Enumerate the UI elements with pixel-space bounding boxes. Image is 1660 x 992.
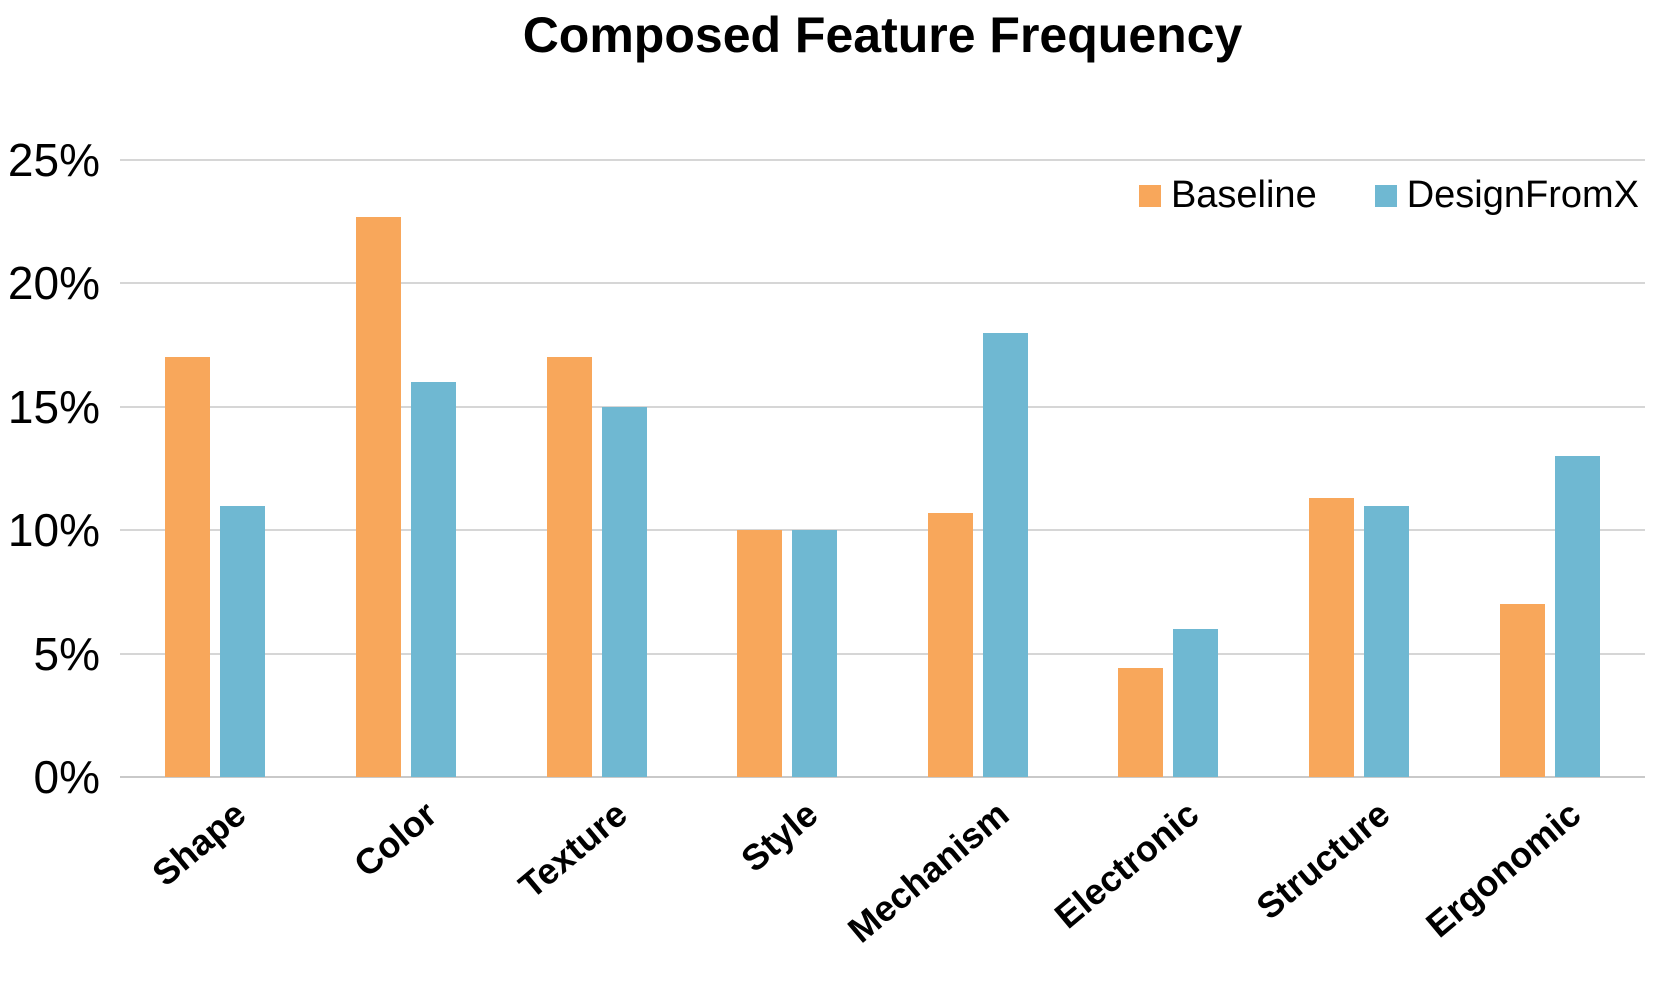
legend-label-designfromx: DesignFromX — [1406, 174, 1639, 216]
x-label-cell-electronic: Electronic — [1047, 779, 1264, 989]
bar-baseline-ergonomic — [1499, 604, 1545, 777]
bar-group-electronic — [1073, 160, 1264, 777]
bar-baseline-mechanism — [927, 512, 973, 777]
y-tick-label-0: 0% — [33, 751, 100, 803]
x-label-cell-ergonomic: Ergonomic — [1418, 779, 1645, 989]
bar-group-color — [311, 160, 502, 777]
x-axis-label-shape: Shape — [144, 793, 254, 894]
gridline-20 — [120, 282, 1645, 285]
x-axis-label-style: Style — [733, 793, 826, 880]
gridline-0 — [120, 776, 1645, 778]
legend-item-designfromx: DesignFromX — [1374, 174, 1639, 217]
y-tick-label-20: 20% — [7, 257, 100, 310]
bar-baseline-structure — [1309, 498, 1355, 777]
gridline-15 — [120, 405, 1645, 408]
x-label-cell-mechanism: Mechanism — [840, 779, 1074, 989]
chart-title: Composed Feature Frequency — [522, 7, 1243, 63]
bar-baseline-color — [355, 216, 401, 777]
bar-group-structure — [1264, 160, 1455, 777]
bar-group-ergonomic — [1454, 160, 1645, 777]
bar-designfromx-structure — [1364, 505, 1410, 777]
x-label-cell-structure: Structure — [1248, 779, 1455, 989]
bar-designfromx-style — [792, 530, 838, 777]
bar-group-style — [692, 160, 883, 777]
bar-groups — [120, 160, 1645, 777]
x-label-cell-style: Style — [692, 779, 883, 989]
designfromx-swatch-icon — [1374, 184, 1397, 207]
bar-designfromx-color — [410, 382, 456, 777]
bar-designfromx-mechanism — [982, 332, 1028, 777]
y-tick-label-5: 5% — [33, 627, 100, 680]
x-axis-label-structure: Structure — [1248, 793, 1398, 928]
baseline-swatch-icon — [1138, 184, 1161, 207]
x-axis-labels: Shape Color Texture Style Mechanism Electroni… — [120, 779, 1645, 989]
plot-area: 0% 5% 10% 15% 20% 25% Baseline DesignFromX — [8, 136, 1645, 801]
bar-designfromx-shape — [220, 505, 266, 777]
gridline-25 — [120, 159, 1645, 161]
bar-designfromx-texture — [601, 406, 647, 777]
bar-designfromx-electronic — [1173, 628, 1219, 777]
y-tick-label-15: 15% — [7, 380, 100, 433]
legend-label-baseline: Baseline — [1170, 174, 1317, 216]
x-axis-label-texture: Texture — [510, 793, 635, 907]
bar-group-texture — [501, 160, 692, 777]
bar-baseline-shape — [165, 357, 211, 777]
bar-baseline-texture — [546, 357, 592, 777]
gridline-10 — [120, 529, 1645, 532]
x-axis-label-color: Color — [345, 793, 445, 885]
bar-baseline-style — [737, 530, 783, 777]
x-label-cell-texture: Texture — [501, 779, 692, 989]
legend: Baseline DesignFromX — [1138, 174, 1639, 217]
bar-group-mechanism — [883, 160, 1074, 777]
x-label-cell-shape: Shape — [120, 779, 311, 989]
gridline-5 — [120, 652, 1645, 655]
y-tick-label-10: 10% — [7, 504, 100, 557]
x-label-cell-color: Color — [311, 779, 502, 989]
bar-baseline-electronic — [1118, 668, 1164, 777]
bar-group-shape — [120, 160, 311, 777]
legend-item-baseline: Baseline — [1138, 174, 1317, 217]
y-tick-label-25: 25% — [7, 134, 100, 186]
bar-designfromx-ergonomic — [1554, 456, 1600, 777]
